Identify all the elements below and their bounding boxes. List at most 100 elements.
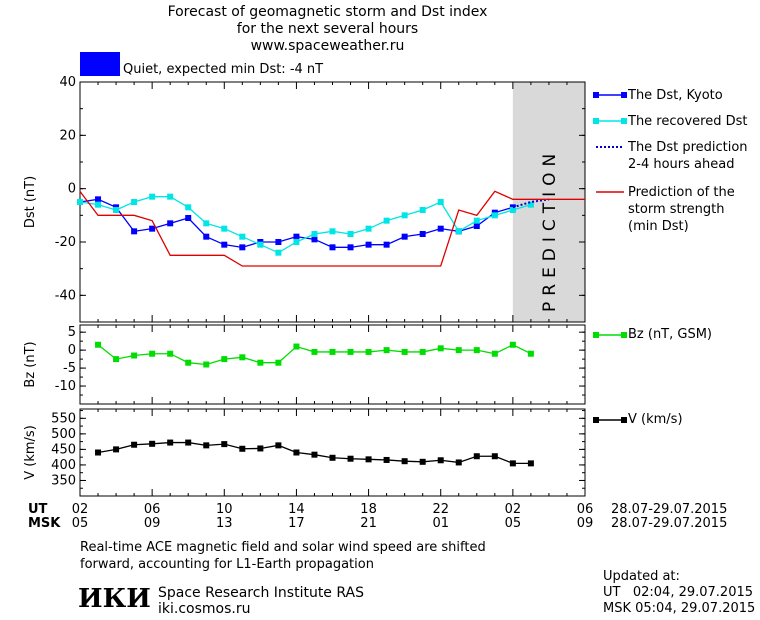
data-point: [311, 236, 318, 243]
data-point: [437, 225, 444, 232]
legend-storm-strength: Prediction of the: [628, 185, 735, 200]
data-point: [275, 239, 282, 245]
updated-ut: UT 02:04, 29.07.2015: [603, 585, 754, 600]
msk-axis-label: MSK: [28, 516, 61, 531]
y-tick-label: -40: [55, 288, 76, 303]
series-line: [79, 190, 585, 267]
data-point: [473, 347, 480, 354]
msk-tick-label: 17: [288, 516, 305, 531]
ut-tick-label: 18: [360, 502, 377, 517]
data-point: [257, 445, 264, 452]
updated-msk: MSK 05:04, 29.07.2015: [603, 601, 756, 616]
data-point: [221, 441, 228, 448]
data-point: [185, 204, 192, 211]
legend-storm-strength-unit: (min Dst): [628, 219, 689, 234]
prediction-band: [512, 82, 585, 322]
y-axis-label: V (km/s): [23, 425, 38, 480]
footnote-line2: forward, accounting for L1-Earth propaga…: [80, 557, 374, 572]
data-point: [509, 207, 516, 213]
data-point: [257, 359, 264, 366]
data-point: [113, 446, 120, 453]
data-point: [491, 350, 498, 357]
legend-bz-line-marker: [593, 332, 599, 338]
data-point: [149, 193, 156, 200]
msk-tick-label: 09: [144, 516, 161, 531]
data-point: [527, 350, 534, 357]
data-point: [275, 442, 282, 449]
y-tick-label: 5: [68, 325, 76, 340]
y-tick-label: 0: [68, 182, 76, 197]
data-point: [455, 347, 462, 354]
data-point: [239, 233, 246, 240]
data-point: [149, 440, 156, 447]
panel-frame: [79, 81, 586, 323]
data-point: [383, 347, 390, 354]
data-point: [113, 207, 120, 213]
data-point: [203, 361, 210, 368]
msk-tick-label: 13: [216, 516, 233, 531]
legend-v-line-marker: [621, 417, 627, 423]
legend-v: V (km/s): [628, 412, 683, 427]
ut-tick-label: 22: [432, 502, 449, 517]
data-point: [437, 345, 444, 352]
legend-dst-recovered-line-marker: [593, 118, 599, 124]
msk-tick-label: 09: [577, 516, 594, 531]
data-point: [419, 231, 426, 237]
data-point: [293, 239, 300, 245]
legend-v-line-marker: [593, 417, 599, 423]
legend-dst-recovered: The recovered Dst: [628, 114, 748, 129]
y-tick-label: -20: [55, 235, 76, 250]
data-point: [365, 348, 372, 355]
data-point: [437, 457, 444, 464]
y-tick-label: -5: [63, 361, 76, 376]
data-point: [419, 348, 426, 355]
data-point: [149, 350, 156, 357]
y-tick-label: 550: [51, 411, 76, 426]
data-point: [329, 228, 336, 235]
data-point: [347, 231, 354, 237]
data-point: [473, 217, 480, 224]
data-point: [455, 228, 462, 235]
data-point: [455, 459, 462, 466]
data-point: [95, 449, 102, 456]
legend-dst-kyoto-line-marker: [593, 92, 599, 98]
data-point: [293, 449, 300, 456]
y-axis-label: Dst (nT): [23, 176, 38, 228]
data-point: [347, 348, 354, 355]
data-point: [95, 201, 102, 208]
data-point: [185, 439, 192, 446]
updated-label: Updated at:: [603, 569, 680, 584]
y-tick-label: 40: [59, 75, 76, 90]
data-point: [239, 244, 246, 251]
data-point: [365, 241, 372, 248]
data-point: [491, 212, 498, 219]
ut-axis-label: UT: [28, 502, 48, 517]
footnote-line1: Real-time ACE magnetic field and solar w…: [80, 540, 486, 555]
msk-tick-label: 21: [360, 516, 377, 531]
legend-bz-line-marker: [621, 332, 627, 338]
legend-dst-kyoto-line-marker: [621, 92, 627, 98]
storm-status-indicator: [80, 52, 120, 76]
series-line: [79, 196, 532, 254]
data-point: [509, 460, 516, 467]
ut-tick-label: 06: [144, 502, 161, 517]
data-point: [239, 445, 246, 452]
legend-dst-prediction-sub: 2-4 hours ahead: [628, 157, 735, 172]
data-point: [527, 460, 534, 467]
legend-storm-strength-sub: storm strength: [628, 202, 725, 217]
msk-tick-label: 01: [432, 516, 449, 531]
data-point: [473, 453, 480, 460]
y-tick-label: 500: [51, 427, 76, 442]
ut-tick-label: 02: [72, 502, 89, 517]
data-point: [329, 244, 336, 251]
data-point: [401, 348, 408, 355]
data-point: [365, 456, 372, 463]
data-point: [167, 220, 174, 227]
data-point: [347, 455, 354, 462]
data-point: [527, 201, 534, 208]
site-url: www.spaceweather.ru: [250, 38, 405, 54]
ut-tick-label: 06: [577, 502, 594, 517]
data-point: [365, 225, 372, 232]
chart-title-line2: for the next several hours: [236, 21, 419, 37]
